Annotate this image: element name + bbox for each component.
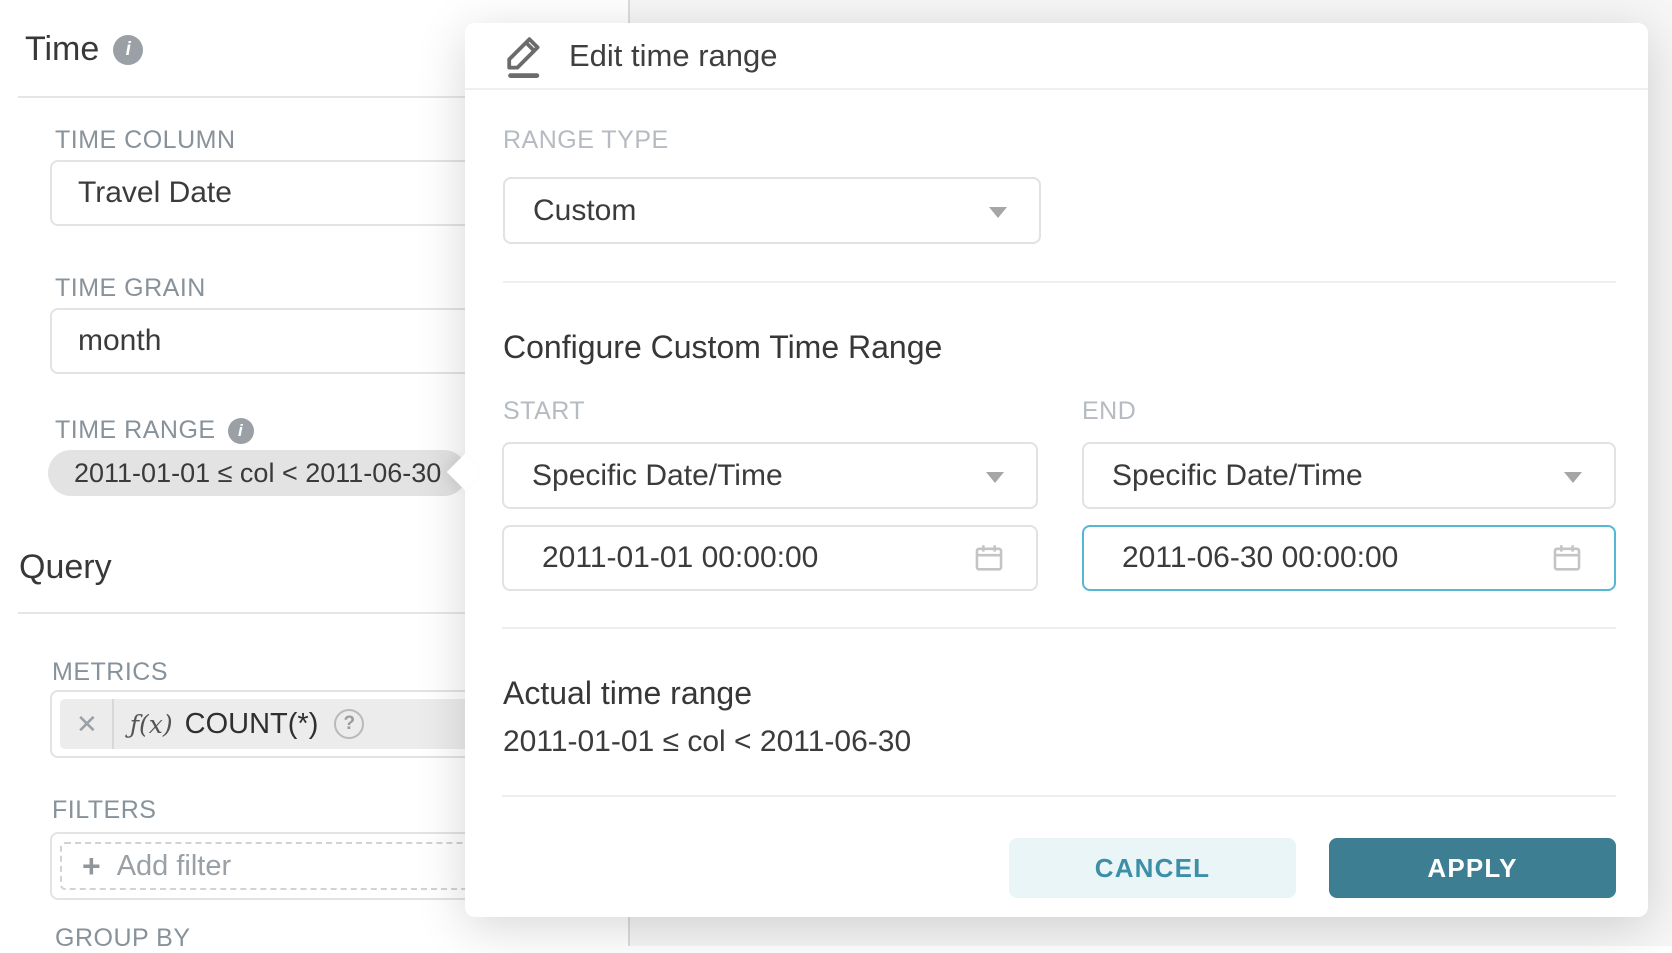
chevron-down-icon <box>989 206 1007 218</box>
help-icon[interactable]: ? <box>334 709 365 739</box>
end-datetime-field <box>1082 525 1616 591</box>
time-range-pill[interactable]: 2011-01-01 ≤ col < 2011-06-30 <box>48 450 468 496</box>
info-icon[interactable]: i <box>227 417 254 444</box>
range-type-label: RANGE TYPE <box>503 126 669 154</box>
time-grain-value: month <box>78 324 162 357</box>
time-column-label: TIME COLUMN <box>55 126 236 154</box>
metric-pill-divider <box>111 699 114 749</box>
cancel-button[interactable]: CANCEL <box>1009 838 1296 898</box>
start-label: START <box>503 397 586 425</box>
calendar-icon[interactable] <box>1550 541 1584 575</box>
start-mode-value: Specific Date/Time <box>532 458 783 492</box>
end-label: END <box>1082 397 1137 425</box>
add-filter-label: Add filter <box>116 849 232 882</box>
start-datetime-input[interactable] <box>504 527 1036 589</box>
footer-divider <box>502 795 1616 797</box>
query-section-divider <box>18 612 578 614</box>
section-divider <box>502 627 1616 629</box>
time-range-label-row: TIME RANGE i <box>55 416 254 445</box>
info-icon[interactable]: i <box>113 34 144 65</box>
time-section-header: Time i <box>25 30 144 69</box>
start-datetime-field <box>502 525 1038 591</box>
start-mode-select[interactable]: Specific Date/Time <box>502 442 1038 509</box>
popover-title: Edit time range <box>569 37 778 73</box>
time-grain-label: TIME GRAIN <box>55 274 206 302</box>
add-filter-button[interactable]: + Add filter <box>60 842 567 890</box>
query-section-header: Query <box>19 548 112 587</box>
popover-header: Edit time range <box>465 23 1648 90</box>
metrics-label: METRICS <box>52 658 168 686</box>
query-section-title: Query <box>19 548 112 586</box>
time-column-value: Travel Date <box>78 176 232 209</box>
plus-icon: + <box>82 847 101 884</box>
time-section-title: Time <box>25 30 100 68</box>
metric-name: COUNT(*) <box>184 707 319 740</box>
function-icon: ƒ(x) <box>129 709 173 739</box>
chevron-down-icon <box>1564 471 1582 483</box>
section-divider <box>503 281 1616 283</box>
chevron-down-icon <box>986 471 1004 483</box>
apply-button[interactable]: APPLY <box>1329 838 1616 898</box>
actual-time-range-heading: Actual time range <box>503 675 753 711</box>
end-mode-value: Specific Date/Time <box>1112 458 1363 492</box>
range-type-select[interactable]: Custom <box>503 177 1041 244</box>
configure-heading: Configure Custom Time Range <box>503 329 943 365</box>
remove-metric-icon[interactable]: ✕ <box>76 708 98 739</box>
filters-label: FILTERS <box>52 796 157 824</box>
actual-time-range-value: 2011-01-01 ≤ col < 2011-06-30 <box>503 725 912 758</box>
time-range-label: TIME RANGE <box>55 416 216 444</box>
calendar-icon[interactable] <box>972 541 1006 575</box>
group-by-label: GROUP BY <box>55 924 191 952</box>
time-section-divider <box>18 96 578 98</box>
edit-time-range-popover: Edit time range RANGE TYPE Custom Config… <box>465 23 1648 917</box>
end-mode-select[interactable]: Specific Date/Time <box>1082 442 1616 509</box>
range-type-value: Custom <box>533 193 637 227</box>
edit-pencil-icon <box>507 36 540 78</box>
end-datetime-input[interactable] <box>1084 527 1614 589</box>
